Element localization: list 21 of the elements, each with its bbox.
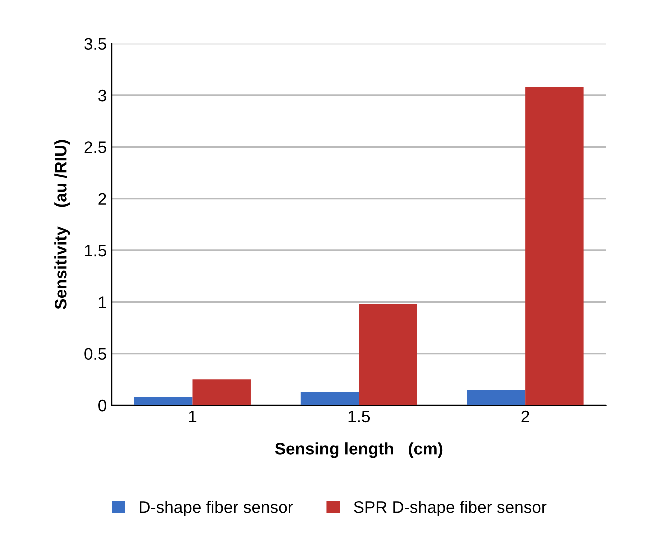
bar: [526, 87, 584, 406]
y-tick-label: 2: [98, 193, 106, 205]
bar: [359, 304, 418, 406]
x-tick-label: 1: [189, 410, 197, 422]
y-tick-label: 1.5: [85, 245, 106, 257]
legend-label: SPR D-shape fiber sensor: [354, 501, 547, 517]
y-tick-label: 2.5: [84, 142, 106, 154]
y-tick-label: 0: [98, 400, 107, 412]
bar: [467, 390, 526, 406]
y-tick-label: 1: [99, 296, 106, 308]
y-axis-title: Sensitivity (au /RIU): [54, 140, 70, 310]
x-tick-label: 1.5: [348, 410, 370, 423]
bar: [134, 397, 193, 406]
x-axis-title: Sensing length (cm): [275, 442, 443, 458]
x-tick-label: 2: [522, 410, 530, 422]
bar: [192, 380, 251, 406]
y-tick-label: 3.5: [84, 38, 106, 50]
legend-label: D-shape fiber sensor: [140, 501, 294, 517]
y-tick-label: 3: [98, 90, 106, 102]
y-tick-label: 0.5: [84, 348, 106, 360]
bar: [300, 392, 360, 406]
